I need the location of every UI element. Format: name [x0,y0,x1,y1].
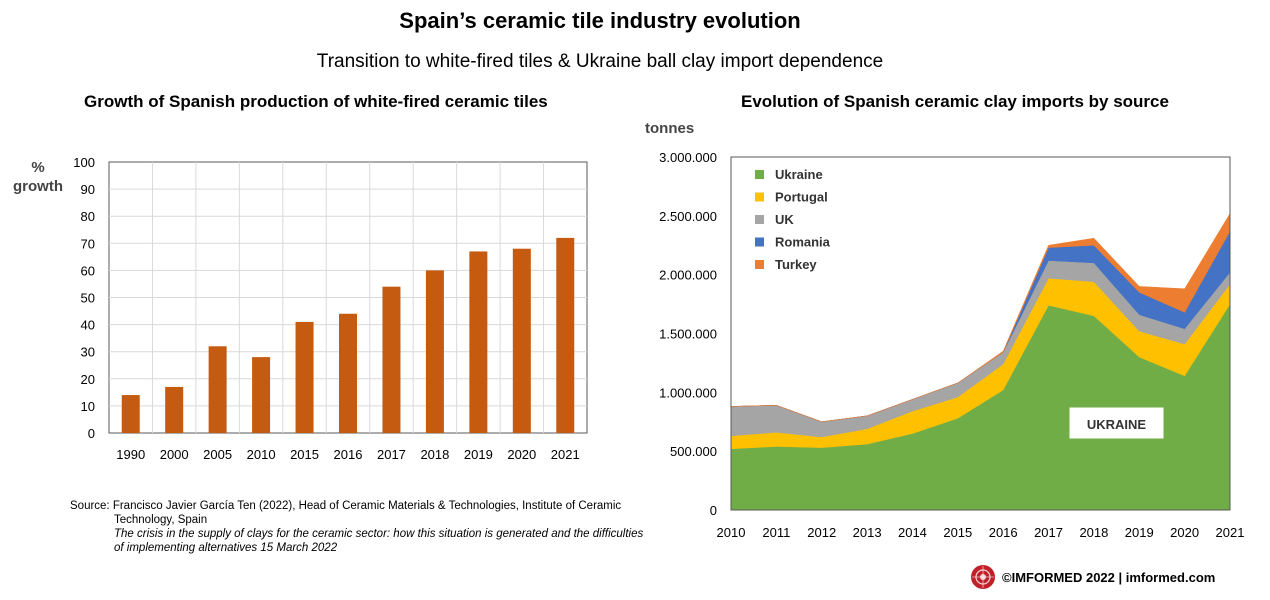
bar-x-tick-label: 2016 [334,447,363,462]
bar-x-tick-label: 2015 [290,447,319,462]
legend-label-portugal: Portugal [775,190,828,205]
area-x-tick-label: 2014 [898,525,927,540]
legend-swatch-ukraine [755,170,764,179]
bar-x-tick-label: 2021 [551,447,580,462]
bar-x-tick-label: 1990 [116,447,145,462]
bar-2016 [339,313,357,433]
bar-x-tick-label: 2019 [464,447,493,462]
legend-label-turkey: Turkey [775,257,817,272]
area-x-tick-label: 2015 [943,525,972,540]
source-line-3: The crisis in the supply of clays for th… [114,528,644,540]
area-chart-ylabel: tonnes [645,120,695,137]
bar-2000 [165,386,184,433]
legend-label-romania: Romania [775,235,831,250]
source-line-2: Technology, Spain [114,514,208,526]
bar-y-tick-label: 100 [73,155,95,170]
bar-y-tick-label: 40 [81,318,95,333]
legend-swatch-uk [755,215,764,224]
legend-label-uk: UK [775,212,794,227]
area-x-tick-label: 2021 [1216,525,1245,540]
bar-y-tick-label: 0 [88,426,95,441]
area-x-tick-label: 2016 [989,525,1018,540]
bar-y-tick-label: 10 [81,399,95,414]
bar-2005 [208,346,227,433]
area-x-tick-label: 2010 [717,525,746,540]
bar-y-tick-label: 80 [81,209,95,224]
area-y-tick-label: 2.000.000 [659,268,717,283]
bar-chart-ylabel: % growth [13,159,63,195]
imformed-logo-icon [971,565,995,589]
bar-2015 [295,321,314,433]
area-plot-border [730,156,1231,511]
bar-y-tick-label: 50 [81,291,95,306]
main-title: Spain’s ceramic tile industry evolution [399,8,801,33]
footer-text: ©IMFORMED 2022 | imformed.com [1002,569,1216,585]
area-y-tick-label: 1.000.000 [659,385,717,400]
bar-x-tick-label: 2017 [377,447,406,462]
bar-x-tick-label: 2005 [203,447,232,462]
ukraine-annotation-label: UKRAINE [1087,417,1147,432]
footer: ©IMFORMED 2022 | imformed.com [970,565,1215,589]
area-x-tick-label: 2013 [853,525,882,540]
bar-y-tick-label: 20 [81,372,95,387]
bar-2020 [512,248,531,433]
legend-swatch-portugal [755,192,764,202]
area-x-tick-label: 2017 [1034,525,1063,540]
legend-swatch-turkey [755,260,764,269]
bar-2019 [469,251,488,433]
area-x-tick-label: 2019 [1125,525,1154,540]
area-y-tick-label: 0 [710,503,717,518]
bar-chart-title: Growth of Spanish production of white-fi… [84,92,548,111]
source-line-1: Source: Francisco Javier García Ten (202… [70,500,622,512]
bar-x-tick-label: 2010 [247,447,276,462]
area-legend [733,159,843,281]
bar-y-tick-label: 60 [81,263,95,278]
main-subtitle: Transition to white-fired tiles & Ukrain… [316,51,884,72]
area-x-tick-label: 2012 [807,525,836,540]
source-note: Source: Francisco Javier García Ten (202… [70,499,680,555]
bar-x-tick-label: 2018 [420,447,449,462]
bar-2018 [425,270,444,433]
bar-2010 [252,357,271,433]
bar-x-tick-label: 2000 [160,447,189,462]
area-x-tick-label: 2011 [762,525,790,540]
bar-2017 [382,286,401,433]
area-x-tick-label: 2018 [1079,525,1108,540]
bar-y-tick-label: 90 [81,182,95,197]
area-y-tick-label: 1.500.000 [659,327,717,342]
bar-y-tick-label: 70 [81,236,95,251]
bar-y-tick-label: 30 [81,345,95,360]
legend-swatch-romania [755,237,764,247]
area-y-tick-label: 3.000.000 [659,150,717,165]
legend-label-ukraine: Ukraine [775,167,823,182]
area-chart-title: Evolution of Spanish ceramic clay import… [741,92,1169,111]
ukraine-annotation-box [1069,407,1164,439]
area-y-tick-label: 2.500.000 [659,209,717,224]
area-x-tick-label: 2020 [1170,525,1199,540]
area-y-tick-label: 500.000 [670,444,717,459]
bar-x-tick-label: 2020 [507,447,536,462]
bar-2021 [556,237,575,433]
bar-1990 [121,395,140,433]
source-line-4: of implementing alternatives 15 March 20… [114,542,338,554]
